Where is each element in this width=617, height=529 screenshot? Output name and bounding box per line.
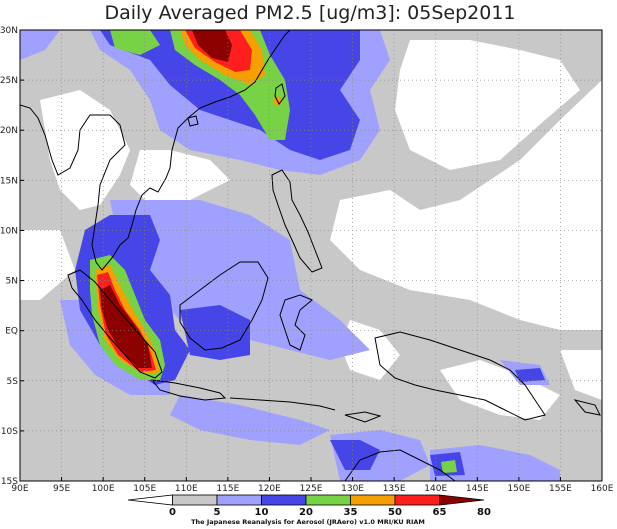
solomon-coast	[573, 399, 601, 416]
longitude-tick-label: 115E	[216, 484, 239, 494]
coastlines	[20, 30, 601, 481]
latitude-tick-label: 30N	[0, 26, 18, 36]
colorbar-swatch	[305, 494, 351, 506]
mainland-asia-coast	[20, 30, 291, 271]
sulawesi-coast	[279, 294, 313, 351]
colorbar-label: 10	[255, 507, 269, 518]
latitude-tick-label: 15S	[1, 477, 18, 487]
colorbar-swatch	[350, 494, 396, 506]
colorbar-label: 35	[344, 507, 358, 518]
colorbar-swatch	[127, 494, 173, 506]
pm25-field	[20, 30, 602, 481]
longitude-tick-label: 160E	[591, 484, 614, 494]
map-gridlines	[20, 30, 602, 481]
latitude-tick-label: 25N	[0, 76, 18, 86]
longitude-tick-label: 120E	[258, 484, 281, 494]
longitude-tick-label: 155E	[549, 484, 572, 494]
latitude-tick-label: 20N	[0, 126, 18, 136]
colorbar-swatch	[439, 494, 485, 506]
latitude-tick-label: 10S	[1, 427, 18, 437]
latitude-tick-label: 5S	[7, 377, 19, 387]
colorbar-swatch	[261, 494, 307, 506]
hainan-coast	[187, 115, 199, 127]
latitude-tick-label: EQ	[5, 327, 18, 337]
longitude-tick-label: 95E	[53, 484, 70, 494]
colorbar-label: 20	[299, 507, 313, 518]
longitude-tick-label: 100E	[92, 484, 115, 494]
data-credit: The Japanese Reanalysis for Aerosol (JRA…	[191, 518, 425, 526]
colorbar-swatch	[172, 494, 218, 506]
longitude-axis: 90E 95E 100E 105E 110E 115E 120E 125E 130E 135E 14…	[11, 477, 614, 494]
longitude-tick-label: 140E	[424, 484, 447, 494]
new-guinea-coast	[374, 331, 546, 421]
longitude-tick-label: 130E	[341, 484, 364, 494]
longitude-tick-label: 145E	[466, 484, 489, 494]
colorbar-label: 50	[388, 507, 402, 518]
longitude-tick-label: 125E	[300, 484, 323, 494]
latitude-tick-label: 15N	[0, 176, 18, 186]
taiwan-coast	[274, 83, 286, 105]
colorbar-swatch	[216, 494, 262, 506]
longitude-tick-label: 90E	[11, 484, 28, 494]
australia-coast	[344, 449, 456, 481]
longitude-tick-label: 105E	[133, 484, 156, 494]
colorbar: 0 5 10 20 35 50 65 80	[127, 494, 491, 518]
timor-coast	[344, 411, 382, 423]
colorbar-label: 0	[169, 507, 176, 518]
philippines-coast	[271, 169, 323, 273]
latitude-tick-label: 10N	[0, 226, 18, 236]
java-coast	[150, 379, 227, 401]
map-panel: 90E 95E 100E 105E 110E 115E 120E 125E 130E 135E 14…	[0, 26, 614, 494]
map-title: Daily Averaged PM2.5 [ug/m3]: 05Sep2011	[104, 2, 515, 24]
longitude-tick-label: 150E	[507, 484, 530, 494]
latitude-axis: 30N 25N 20N 15N 10N 5N EQ 5S 10S 15S	[0, 26, 24, 487]
pm25-band-above-80	[100, 30, 232, 368]
latitude-tick-label: 5N	[6, 277, 18, 287]
sumatra-coast	[67, 269, 163, 379]
longitude-tick-label: 135E	[383, 484, 406, 494]
colorbar-label: 5	[214, 507, 221, 518]
longitude-tick-label: 110E	[175, 484, 198, 494]
colorbar-label: 65	[433, 507, 447, 518]
lesser-sunda-coast	[229, 397, 336, 411]
colorbar-swatch	[394, 494, 440, 506]
colorbar-label: 80	[477, 507, 491, 518]
borneo-coast	[179, 261, 269, 351]
